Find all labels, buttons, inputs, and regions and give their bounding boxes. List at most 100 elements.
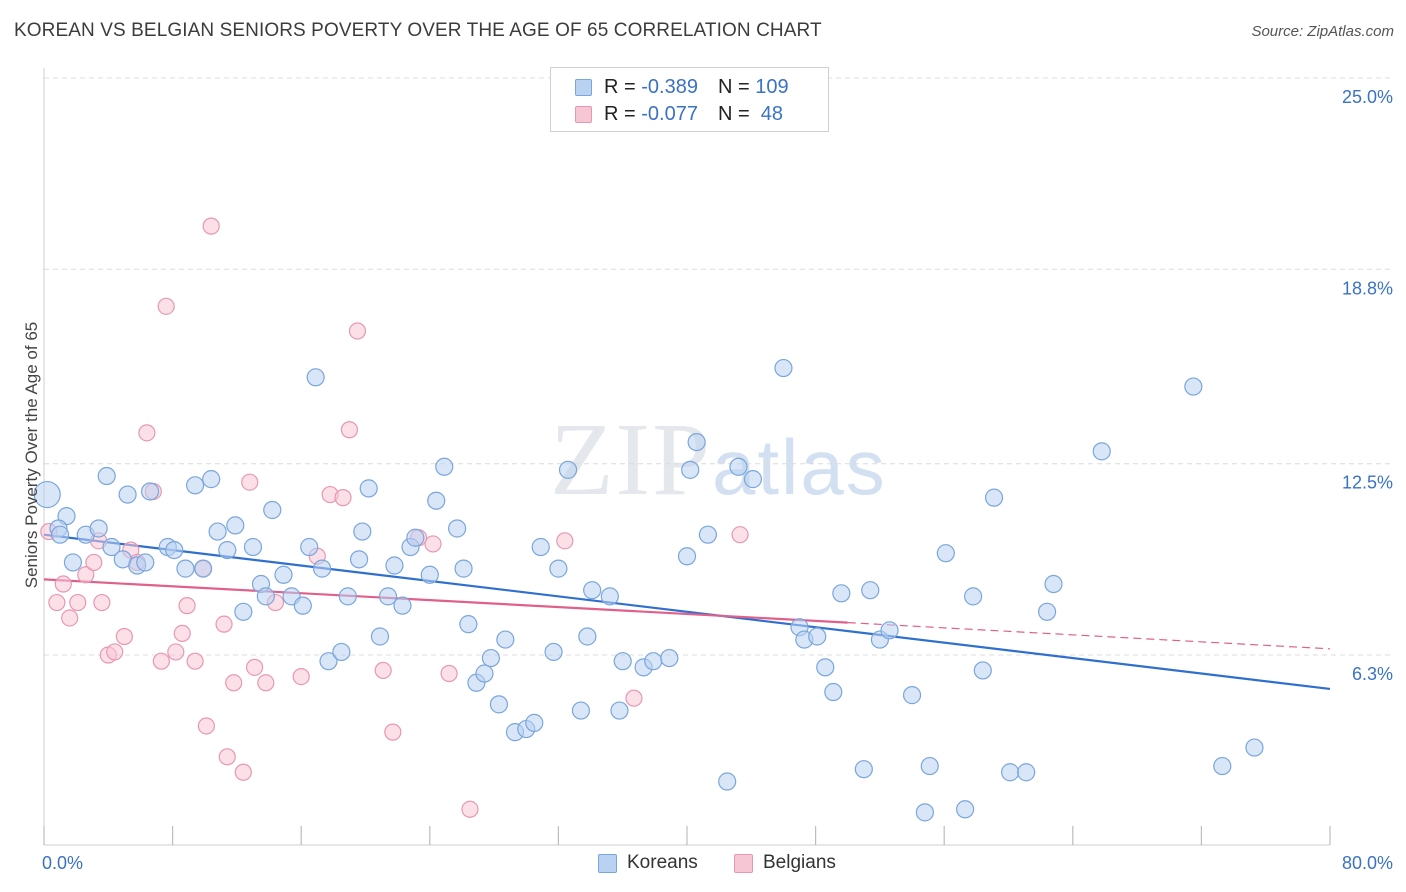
belgian-point: [85, 553, 103, 572]
korean-point: [1044, 574, 1063, 594]
korean-point: [448, 519, 467, 538]
korean-point: [687, 432, 706, 452]
belgian-point: [241, 473, 259, 491]
belgians-swatch: [734, 853, 753, 873]
legend-r-label: R =: [604, 102, 642, 125]
korean-point: [359, 479, 378, 498]
korean-point: [420, 565, 439, 584]
korean-point: [613, 652, 632, 671]
korean-point: [578, 627, 597, 646]
korean-point: [531, 537, 550, 557]
belgian-point: [348, 322, 367, 340]
korean-point: [955, 800, 975, 819]
legend-belgians-label: Belgians: [763, 852, 836, 873]
korean-point: [338, 587, 357, 606]
belgian-point: [138, 424, 156, 442]
korean-point: [1092, 442, 1111, 461]
korean-point: [89, 519, 108, 538]
korean-point: [263, 500, 282, 520]
korean-point: [496, 630, 515, 649]
y-tick-label: 18.8%: [1342, 278, 1393, 298]
korean-point: [459, 615, 478, 634]
belgian-point: [384, 723, 402, 741]
y-tick-label: 6.3%: [1352, 664, 1393, 684]
korean-point: [973, 661, 992, 680]
korean-point: [140, 482, 160, 501]
korean-point: [97, 466, 116, 486]
legend-r-value: -0.077: [641, 102, 698, 125]
watermark: ZIPatlas: [550, 400, 887, 519]
belgian-point: [186, 652, 204, 670]
korean-point: [202, 470, 221, 489]
korean-point: [1017, 763, 1036, 782]
grid-lines: [44, 77, 1394, 656]
watermark-zip: ZIP: [550, 402, 712, 517]
legend-r-value: -0.389: [641, 75, 698, 98]
belgian-point: [215, 615, 233, 633]
belgians-trend-extension: [847, 622, 1331, 650]
belgian-point: [115, 627, 133, 646]
korean-point: [583, 581, 602, 600]
korean-point: [378, 587, 398, 606]
data-points: [33, 217, 1264, 822]
belgians-trend-line: [43, 578, 848, 624]
legend-item-koreans: Koreans: [598, 852, 698, 874]
legend-n-label: N =: [717, 102, 756, 125]
korean-point: [274, 565, 293, 584]
chart-title: KOREAN VS BELGIAN SENIORS POVERTY OVER T…: [14, 20, 822, 41]
belgian-point: [93, 593, 111, 612]
korean-point: [312, 559, 332, 578]
korean-point: [393, 596, 412, 615]
korean-point: [571, 701, 591, 720]
legend-r-label: R =: [604, 75, 642, 98]
korean-point: [406, 528, 425, 547]
belgian-point: [245, 658, 264, 676]
korean-point: [936, 544, 955, 563]
korean-point: [984, 488, 1004, 507]
koreans-swatch: [598, 853, 617, 873]
korean-point: [729, 457, 748, 476]
belgian-point: [69, 593, 87, 612]
korean-point: [718, 772, 737, 791]
korean-point: [475, 664, 494, 683]
x-tick-label: 80.0%: [1342, 853, 1393, 873]
korean-point: [600, 587, 619, 606]
belgian-point: [731, 526, 749, 544]
korean-point: [176, 559, 195, 578]
korean-point: [774, 358, 793, 378]
korean-point: [558, 460, 578, 479]
korean-point: [1213, 756, 1232, 776]
belgian-point: [461, 800, 479, 818]
korean-point: [243, 537, 263, 557]
korean-point: [660, 648, 679, 668]
correlation-legend: R = -0.389 N = 109 R = -0.077 N = 48: [550, 67, 829, 132]
belgian-point: [292, 667, 310, 686]
belgian-point: [234, 763, 252, 781]
belgian-point: [218, 748, 236, 766]
korean-point: [300, 537, 319, 557]
trend-lines: [43, 533, 1331, 691]
belgian-point: [225, 674, 243, 692]
korean-point: [33, 480, 61, 509]
legend-koreans-label: Koreans: [627, 852, 698, 873]
korean-point: [256, 587, 275, 606]
belgian-point: [77, 566, 95, 584]
korean-point: [902, 686, 922, 705]
legend-item-belgians: Belgians: [734, 852, 836, 874]
korean-point: [610, 701, 629, 720]
korean-point: [880, 621, 899, 640]
belgian-point: [340, 421, 359, 439]
korean-point: [854, 760, 873, 779]
korean-point: [427, 491, 446, 510]
korean-point: [544, 642, 563, 662]
source-credit: Source: ZipAtlas.com: [1251, 23, 1394, 40]
legend-n-label: N =: [717, 75, 756, 98]
belgian-point: [556, 532, 574, 550]
belgian-point: [157, 297, 175, 315]
legend-n-value: 109: [755, 75, 789, 98]
korean-point: [319, 652, 338, 671]
x-tick-label: 0.0%: [42, 853, 83, 873]
korean-point: [226, 516, 245, 535]
belgian-point: [152, 652, 170, 670]
korean-point: [332, 642, 351, 662]
